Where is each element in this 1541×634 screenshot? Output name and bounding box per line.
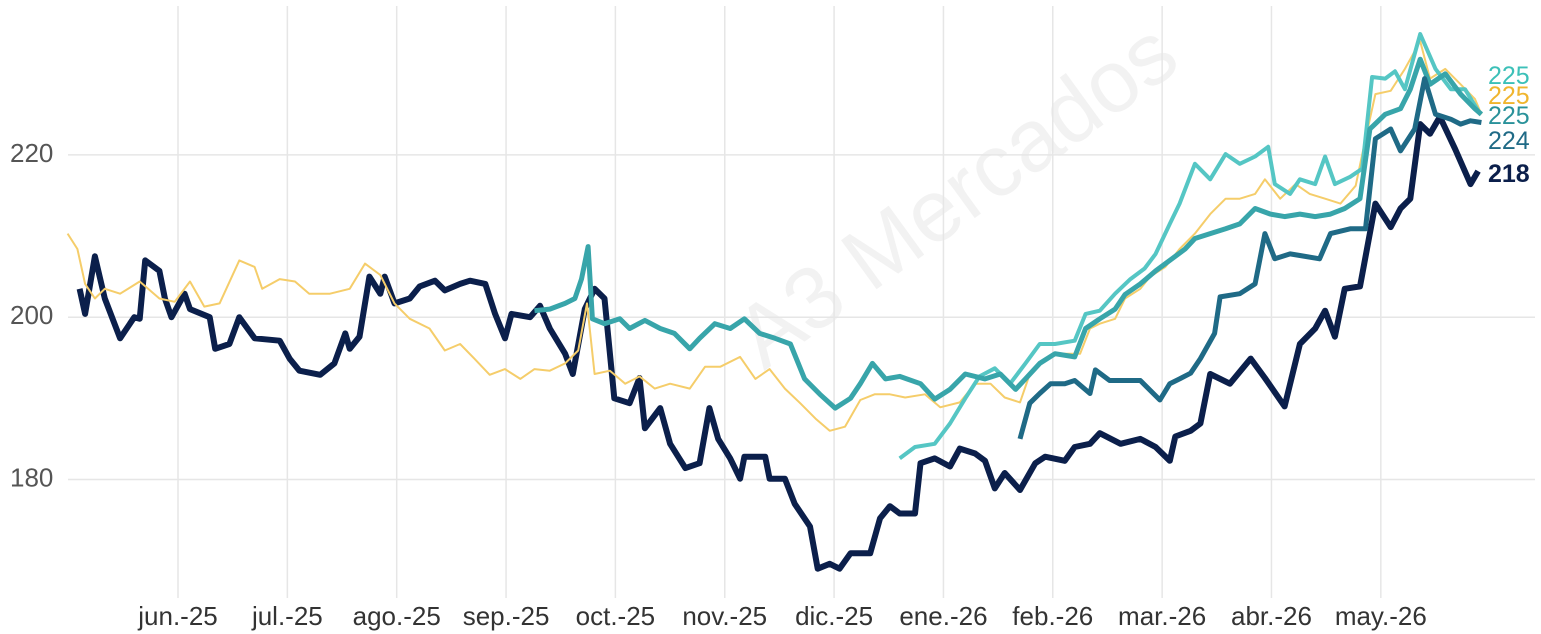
series-line xyxy=(76,113,1481,572)
x-tick-label: feb.-26 xyxy=(1012,601,1093,631)
x-tick-label: may.-26 xyxy=(1335,601,1427,631)
end-value-label: 225 xyxy=(1488,62,1530,90)
x-tick-label: ago.-25 xyxy=(353,601,441,631)
series-line xyxy=(534,56,1484,411)
end-value-label: 218 xyxy=(1488,160,1530,188)
x-tick-label: nov.-25 xyxy=(682,601,767,631)
x-tick-label: jul.-25 xyxy=(251,601,323,631)
series-line xyxy=(66,40,1483,432)
y-tick-label: 220 xyxy=(10,138,53,168)
watermark: A3 Mercados xyxy=(717,2,1195,387)
y-tick-label: 180 xyxy=(10,462,53,492)
end-value-label: 224 xyxy=(1488,127,1530,155)
x-tick-label: oct.-25 xyxy=(576,601,656,631)
x-tick-label: jun.-25 xyxy=(137,601,218,631)
x-tick-label: dic.-25 xyxy=(795,601,873,631)
x-tick-label: sep.-25 xyxy=(463,601,550,631)
end-value-label: 225 xyxy=(1488,102,1530,130)
x-tick-label: mar.-26 xyxy=(1118,601,1206,631)
series-line xyxy=(1017,76,1482,440)
y-tick-label: 200 xyxy=(10,300,53,330)
x-tick-label: abr.-26 xyxy=(1231,601,1312,631)
end-value-label: 225 xyxy=(1488,82,1530,110)
x-tick-label: ene.-26 xyxy=(899,601,987,631)
